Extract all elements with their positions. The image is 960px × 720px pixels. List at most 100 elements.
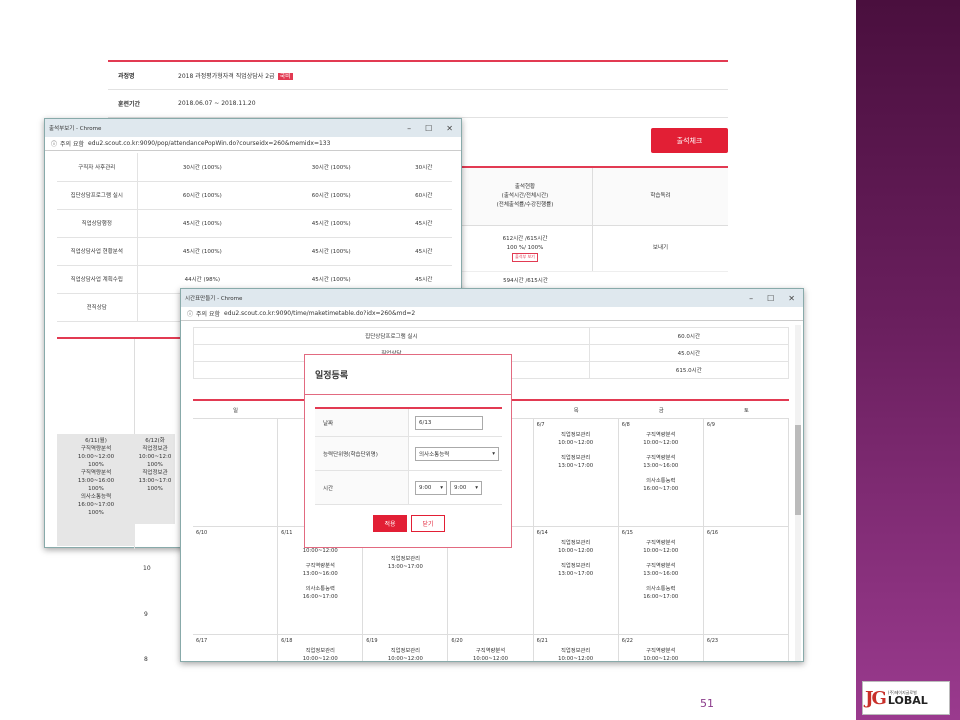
close-icon[interactable]: ✕ bbox=[446, 123, 453, 133]
close-button[interactable]: 닫기 bbox=[411, 515, 445, 532]
view-attendance-button[interactable]: 출석부 보기 bbox=[512, 253, 538, 263]
header-rule bbox=[108, 60, 728, 62]
calendar-day[interactable] bbox=[448, 527, 534, 634]
scrollbar[interactable] bbox=[795, 325, 801, 661]
time-label: 시간 bbox=[315, 471, 409, 504]
weekday-label: 금 bbox=[658, 407, 664, 414]
event-line: 직업정보관리 bbox=[561, 540, 591, 546]
cell: 60시간 (100%) bbox=[267, 181, 396, 210]
weekday-label: 목 bbox=[573, 407, 579, 414]
calendar-day[interactable]: 6/18 직업정보관리 10:00~12:00 bbox=[278, 635, 364, 661]
attendance-check-button[interactable]: 출석체크 bbox=[651, 128, 728, 153]
modal-title: 일정등록 bbox=[305, 355, 511, 395]
calendar-day[interactable]: 6/14 직업정보관리 10:00~12:00 직업정보관리 13:00~17:00 bbox=[534, 527, 619, 634]
attendance-rate: 100 %/ 100% bbox=[506, 245, 544, 252]
start-time-select[interactable]: 9:00 ▾ bbox=[415, 480, 447, 495]
day-line: 10:00~12:00 bbox=[77, 453, 115, 460]
dropdown-arrow-icon: ▾ bbox=[475, 484, 478, 491]
event-line bbox=[537, 556, 615, 563]
event-line bbox=[366, 549, 444, 556]
address-bar[interactable]: ⓘ 주의 요함 edu2.scout.co.kr:9090/time/maket… bbox=[181, 307, 803, 321]
course-label: 과정명 bbox=[118, 73, 135, 80]
day-line: 13:00~17:0 bbox=[138, 477, 172, 484]
calendar-day[interactable] bbox=[448, 419, 534, 526]
close-icon[interactable]: ✕ bbox=[788, 293, 795, 303]
calendar-day[interactable] bbox=[193, 419, 279, 526]
event-line bbox=[622, 471, 700, 478]
event-line: 직업정보관리 bbox=[561, 432, 591, 438]
form-row: 시간 9:00 ▾ 9:00 ▾ bbox=[315, 471, 502, 505]
day-line: 직업정보관 bbox=[142, 445, 168, 452]
table-row: 집단상담프로그램 실시 60시간 (100%) 60시간 (100%) 60시간 bbox=[57, 181, 452, 210]
day-date: 6/22 bbox=[621, 638, 633, 644]
table-row: 구직자 사후관리 30시간 (100%) 30시간 (100%) 30시간 bbox=[57, 153, 452, 182]
day-line: 6/12(화 bbox=[145, 438, 165, 444]
event-line: 13:00~16:00 bbox=[302, 570, 338, 577]
day-date: 6/15 bbox=[621, 530, 633, 536]
send-link[interactable]: 보내기 bbox=[652, 244, 669, 251]
event-line: 직업정보관리 bbox=[390, 648, 420, 654]
minimize-icon[interactable]: – bbox=[407, 123, 412, 133]
calendar-day[interactable]: 6/21 직업정보관리 10:00~12:00 bbox=[534, 635, 619, 662]
day-events: 구직역량분석 10:00~12:00 bbox=[622, 648, 700, 661]
cell: 30시간 (100%) bbox=[267, 153, 396, 182]
address-bar[interactable]: ⓘ 주의 요함 edu2.scout.co.kr:9090/pop/attend… bbox=[45, 137, 461, 151]
event-line: 직업정보관리 bbox=[561, 562, 591, 569]
row-number: 8 bbox=[144, 656, 148, 663]
calendar-day[interactable]: 6/16 bbox=[704, 527, 789, 634]
period-label: 훈련기간 bbox=[118, 101, 141, 108]
event-line: 구직역량분석 bbox=[646, 432, 676, 438]
event-line: 10:00~12:00 bbox=[473, 655, 508, 662]
day-line: 16:00~17:00 bbox=[77, 501, 115, 508]
scrollbar-thumb[interactable] bbox=[795, 425, 801, 515]
calendar-day[interactable]: 6/9 bbox=[704, 419, 789, 526]
day-line: 100% bbox=[147, 485, 163, 492]
day-date: 6/18 bbox=[281, 638, 293, 644]
date-input[interactable]: 6/13 bbox=[415, 415, 483, 430]
day-date: 6/14 bbox=[536, 530, 548, 536]
apply-button[interactable]: 적용 bbox=[373, 515, 407, 532]
calendar-day[interactable]: 6/8 구직역량분석 10:00~12:00 구직역량분석 13:00~16:00 의사소… bbox=[619, 419, 704, 526]
calendar-day[interactable]: 6/22 구직역량분석 10:00~12:00 bbox=[619, 635, 704, 661]
event-line: 13:00~16:00 bbox=[643, 570, 679, 577]
day-date: 6/7 bbox=[536, 422, 545, 428]
day-events: 직업정보관리 10:00~12:00 bbox=[537, 648, 615, 662]
day-line: 구직역량분석 bbox=[80, 445, 112, 452]
day-line: 6/11(월) bbox=[85, 438, 107, 444]
calendar-day[interactable]: 6/23 bbox=[704, 635, 789, 661]
day-cell: 6/11(월) 구직역량분석 10:00~12:00 100% 구직역량분석 1… bbox=[57, 434, 135, 546]
dropdown-arrow-icon: ▾ bbox=[440, 484, 443, 491]
calendar-day[interactable]: 6/19 직업정보관리 10:00~12:00 bbox=[363, 635, 449, 661]
page-number: 51 bbox=[700, 697, 714, 710]
date-label: 날짜 bbox=[315, 409, 409, 436]
minimize-icon[interactable]: – bbox=[749, 293, 754, 303]
event-line: 10:00~12:00 bbox=[558, 655, 594, 662]
table-row: 직업상담사업 현황분석 45시간 (100%) 45시간 (100%) 45시간 bbox=[57, 237, 452, 266]
calendar-day[interactable]: 6/17 bbox=[193, 635, 279, 661]
day-line: 100% bbox=[88, 509, 104, 516]
attendance-status-header: 출석현황 (출석시간/전체시간) (전체출석률/수강진행률) bbox=[458, 168, 593, 225]
subject-name: 전직상담 bbox=[57, 293, 138, 322]
unit-select[interactable]: 의사소통능력 ▾ bbox=[415, 446, 499, 461]
event-line: 16:00~17:00 bbox=[643, 485, 679, 492]
event-line bbox=[281, 579, 359, 586]
maximize-icon[interactable]: ☐ bbox=[425, 123, 433, 133]
event-line: 10:00~12:00 bbox=[302, 547, 338, 554]
subject-name: 구직자 사후관리 bbox=[57, 153, 138, 182]
maximize-icon[interactable]: ☐ bbox=[767, 293, 775, 303]
cell: 60시간 (100%) bbox=[137, 181, 268, 210]
calendar-day[interactable]: 6/7 직업정보관리 10:00~12:00 직업정보관리 13:00~17:00 bbox=[534, 419, 619, 526]
calendar-day[interactable]: 6/15 구직역량분석 10:00~12:00 구직역량분석 13:00~16:00 의사… bbox=[619, 527, 704, 634]
subject-name: 직업상담행정 bbox=[57, 209, 138, 238]
attendance-time: 612시간 /615시간 bbox=[502, 235, 548, 242]
day-date: 6/23 bbox=[706, 638, 719, 644]
day-line: 10:00~12:0 bbox=[138, 453, 172, 460]
weekday-label: 토 bbox=[743, 407, 749, 414]
day-date: 6/11 bbox=[281, 530, 293, 536]
calendar-day[interactable]: 6/20 구직역량분석 10:00~12:00 bbox=[448, 635, 534, 662]
course-value: 2018 과정평가형자격 직업상담사 2급 bbox=[178, 73, 275, 80]
event-line: 구직역량분석 bbox=[646, 648, 676, 654]
calendar-day[interactable]: 6/10 bbox=[193, 527, 279, 634]
end-time-select[interactable]: 9:00 ▾ bbox=[450, 480, 482, 495]
